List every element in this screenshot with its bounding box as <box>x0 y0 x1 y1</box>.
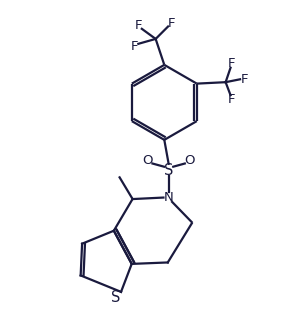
Text: F: F <box>135 19 142 32</box>
Text: S: S <box>111 289 121 305</box>
Text: O: O <box>143 153 153 167</box>
Text: F: F <box>168 16 175 29</box>
Text: F: F <box>228 57 236 70</box>
Text: N: N <box>164 191 173 204</box>
Text: O: O <box>184 153 195 167</box>
Text: S: S <box>164 163 173 178</box>
Text: F: F <box>240 73 248 86</box>
Text: F: F <box>228 93 236 106</box>
Text: F: F <box>130 40 138 53</box>
